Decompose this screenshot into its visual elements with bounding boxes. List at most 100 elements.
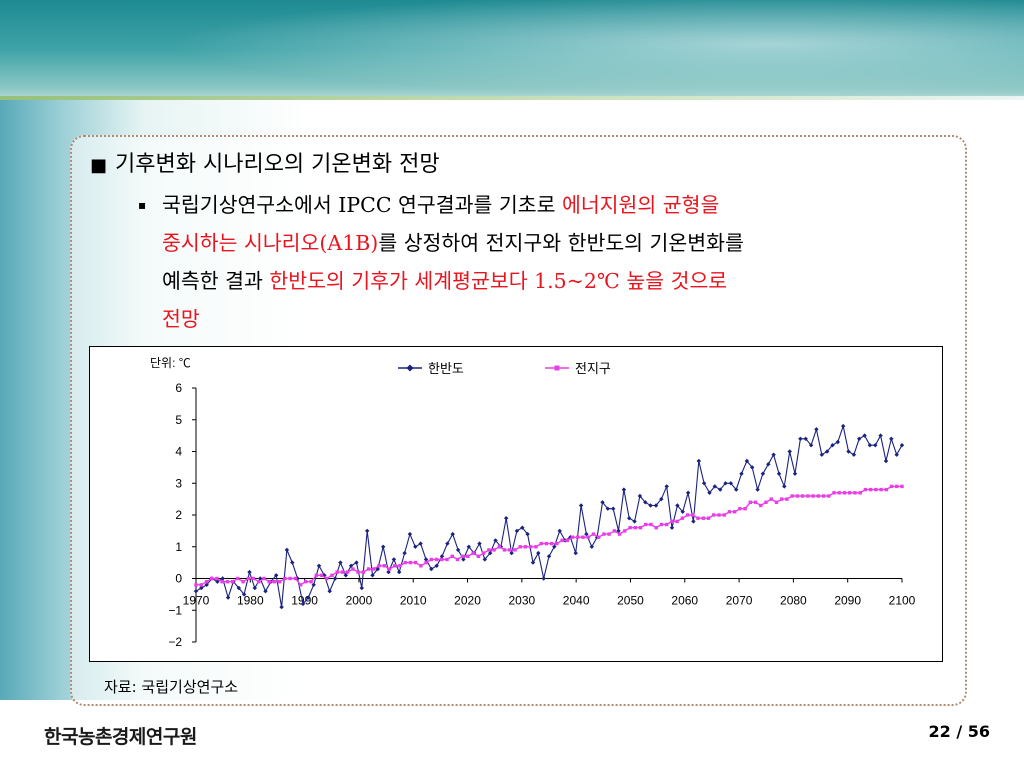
data-point	[827, 494, 831, 498]
data-point	[851, 452, 857, 457]
data-point	[576, 535, 580, 539]
data-point	[267, 580, 271, 584]
x-tick-label: 2080	[780, 594, 807, 608]
para-line-1: 국립기상연구소에서 IPCC 연구결과를 기초로 에너지원의 균형을	[140, 186, 940, 224]
data-point	[589, 544, 594, 549]
data-point	[241, 580, 245, 584]
data-point	[332, 576, 338, 581]
data-point	[648, 503, 653, 508]
data-point	[536, 550, 541, 556]
data-point	[466, 544, 471, 549]
para-highlight: 에너지원의 균형을	[561, 193, 720, 217]
data-point	[502, 548, 507, 552]
data-point	[771, 452, 776, 457]
data-point	[637, 493, 643, 499]
data-point	[623, 529, 627, 533]
x-tick-label: 2090	[834, 594, 861, 608]
data-point	[591, 532, 596, 536]
data-point	[434, 557, 439, 562]
x-tick-label: 2000	[346, 594, 373, 608]
data-point	[391, 557, 397, 562]
data-point	[858, 491, 862, 495]
data-point	[659, 496, 664, 502]
data-point	[387, 567, 392, 571]
page-number: 22 / 56	[928, 722, 990, 741]
data-point	[316, 563, 322, 568]
data-point	[586, 535, 590, 539]
data-point	[295, 576, 300, 581]
data-point	[607, 532, 611, 536]
para-text: 예측한 결과	[162, 269, 270, 293]
data-point	[330, 573, 334, 577]
data-point	[750, 465, 755, 470]
data-point	[830, 443, 835, 448]
data-point	[204, 582, 209, 587]
data-point	[278, 580, 282, 584]
data-point	[423, 557, 429, 562]
data-point	[597, 535, 601, 539]
data-point	[691, 519, 696, 524]
data-point	[727, 510, 732, 514]
data-point	[790, 494, 794, 498]
data-point	[633, 526, 637, 530]
data-point	[220, 580, 224, 584]
data-point	[841, 423, 846, 429]
data-point	[707, 490, 712, 495]
data-point	[523, 545, 528, 549]
data-point	[199, 585, 204, 591]
data-point	[644, 522, 648, 527]
data-point	[734, 487, 739, 492]
data-point	[605, 506, 610, 511]
slide-heading: ■ 기후변화 시나리오의 기온변화 전망	[90, 146, 440, 178]
data-point	[899, 443, 905, 448]
data-point	[889, 436, 894, 441]
data-point	[194, 583, 198, 587]
y-tick-label: 0	[175, 572, 182, 586]
data-point	[653, 503, 659, 508]
data-point	[900, 484, 904, 489]
data-point	[356, 570, 360, 574]
data-point	[450, 554, 454, 558]
data-point	[811, 494, 815, 498]
data-point	[675, 519, 679, 524]
data-point	[424, 560, 428, 565]
data-point	[557, 528, 562, 534]
series-line	[195, 424, 903, 608]
data-point	[795, 494, 800, 498]
data-point	[837, 491, 841, 495]
data-point	[602, 532, 606, 536]
para-line-2: 중시하는 시나리오(A1B)를 상정하여 전지구와 한반도의 기온변화를	[140, 224, 940, 262]
data-point	[744, 458, 750, 464]
data-point	[359, 585, 364, 591]
data-point	[665, 522, 669, 527]
data-point	[413, 560, 418, 565]
data-point	[481, 551, 486, 555]
data-point	[760, 471, 766, 476]
data-point	[846, 449, 851, 454]
y-tick-label: 5	[175, 413, 182, 427]
data-point	[504, 516, 509, 521]
data-point	[247, 569, 252, 575]
para-text: 를 상정하여 전지구와 한반도의 기온변화를	[378, 231, 744, 255]
x-tick-label: 2010	[400, 594, 427, 608]
data-point	[738, 507, 742, 511]
data-point	[835, 439, 840, 445]
data-point	[366, 567, 371, 571]
data-point	[573, 550, 578, 556]
data-point	[381, 544, 386, 549]
data-point	[440, 557, 444, 562]
data-point	[335, 570, 339, 574]
data-point	[862, 433, 867, 438]
data-point	[306, 595, 311, 600]
data-point	[821, 494, 826, 498]
data-point	[471, 551, 475, 555]
data-point	[894, 452, 899, 457]
data-point	[617, 532, 622, 536]
data-point	[220, 576, 225, 581]
data-point	[346, 570, 350, 574]
data-point	[879, 487, 883, 492]
x-tick-label: 1980	[237, 594, 264, 608]
data-point	[429, 557, 433, 562]
data-point	[792, 471, 798, 476]
header-band	[0, 0, 1024, 110]
